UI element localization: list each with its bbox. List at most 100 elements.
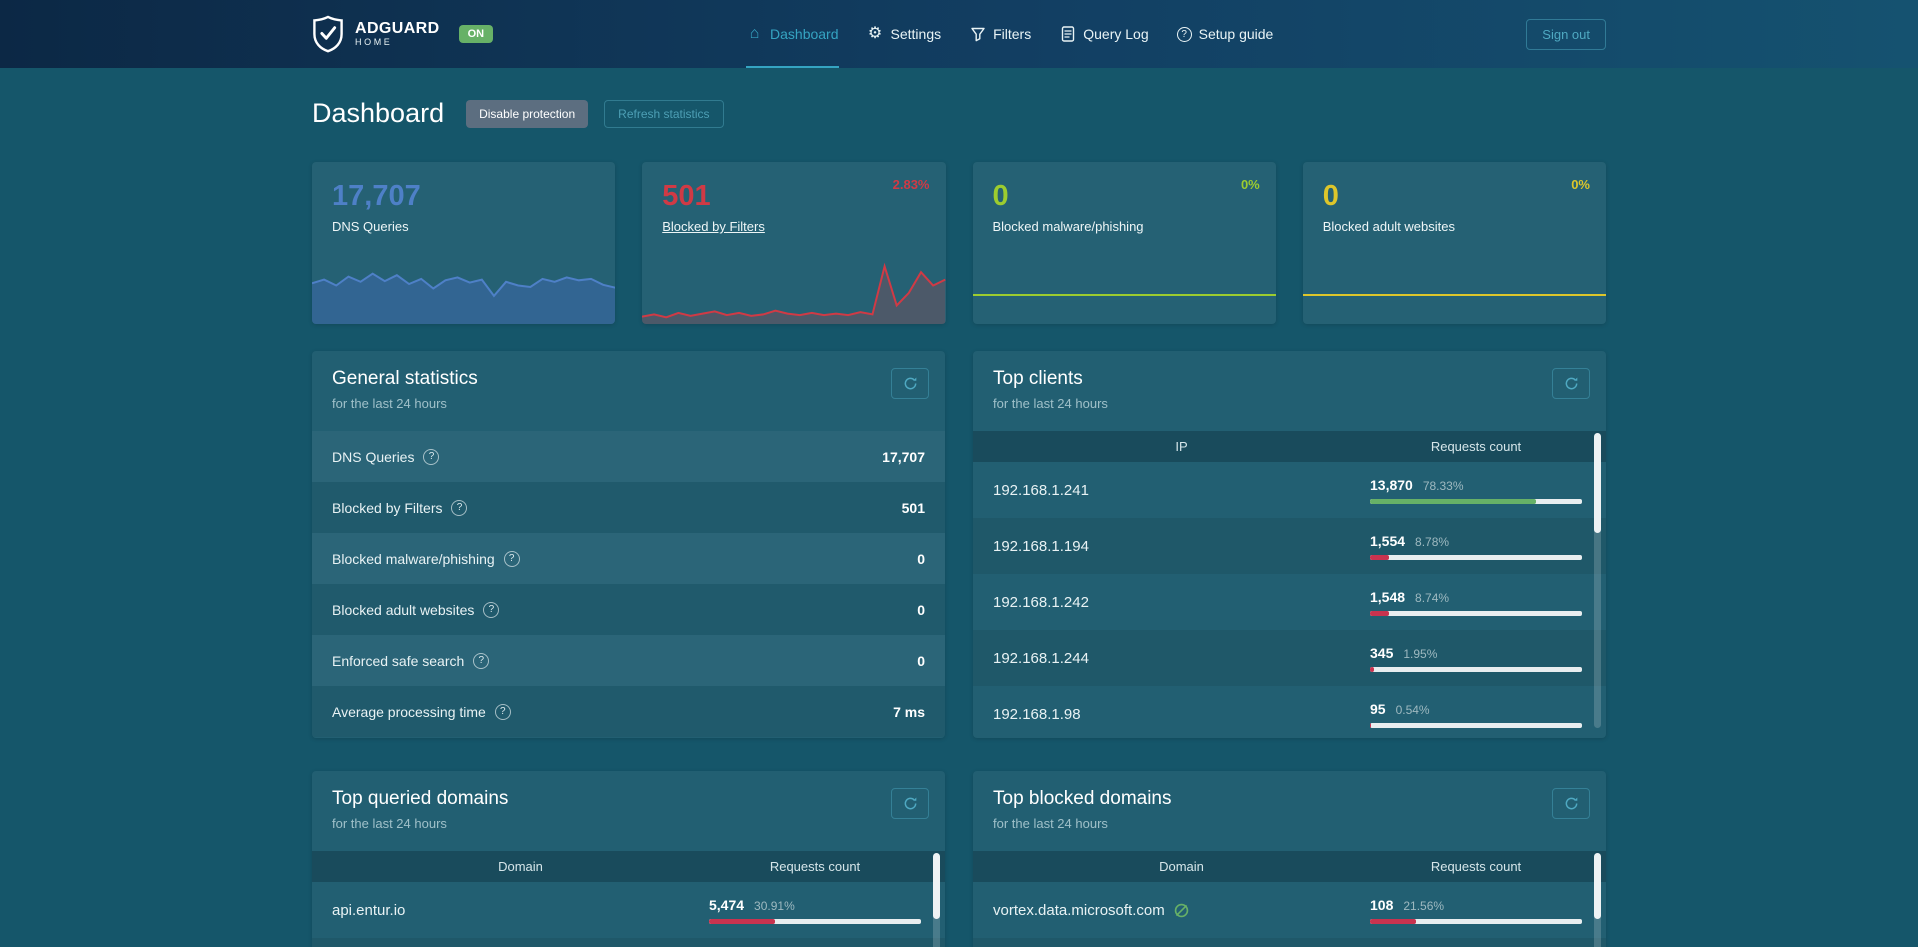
refresh-general-stats-button[interactable] xyxy=(891,368,929,399)
panel-title: Top clients xyxy=(993,368,1083,389)
row-value: 501 xyxy=(901,499,925,516)
scrollbar-thumb[interactable] xyxy=(933,853,940,919)
scrollbar[interactable] xyxy=(1594,853,1601,947)
request-percent: 8.74% xyxy=(1415,590,1450,605)
help-icon[interactable]: ? xyxy=(503,550,520,567)
general-statistics-panel: General statistics for the last 24 hours… xyxy=(312,351,945,738)
client-ip[interactable]: 192.168.1.194 xyxy=(993,537,1089,555)
progress-bar xyxy=(1370,554,1582,560)
progress-bar xyxy=(1370,918,1582,924)
scrollbar-thumb[interactable] xyxy=(1594,433,1601,533)
client-ip[interactable]: 192.168.1.98 xyxy=(993,705,1081,723)
top-queried-table-header: Domain Requests count xyxy=(312,851,945,882)
request-count: 345 xyxy=(1370,644,1394,661)
scrollbar[interactable] xyxy=(933,853,940,947)
dns-queries-card: 17,707 DNS Queries xyxy=(312,162,616,324)
request-percent: 30.91% xyxy=(754,898,795,913)
panel-title: General statistics xyxy=(332,368,478,389)
progress-bar xyxy=(1370,610,1582,616)
table-row xyxy=(312,938,945,947)
nav-label-query-log: Query Log xyxy=(1083,26,1149,42)
client-ip[interactable]: 192.168.1.241 xyxy=(993,481,1089,499)
stat-row-blocked-malware: Blocked malware/phishing? 0 xyxy=(312,533,945,584)
row-label: Enforced safe search xyxy=(332,652,465,669)
blocked-adult-value: 0 xyxy=(1322,180,1339,212)
blocked-adult-label: Blocked adult websites xyxy=(1322,219,1455,234)
top-navbar: ADGUARD HOME ON ⌂ Dashboard ⚙ Settings F… xyxy=(0,0,1918,68)
row-value: 7 ms xyxy=(893,703,925,720)
nav-item-setup-guide[interactable]: ? Setup guide xyxy=(1176,0,1274,68)
disable-protection-button[interactable]: Disable protection xyxy=(466,99,589,128)
adguard-home-logo[interactable]: ADGUARD HOME ON xyxy=(312,15,494,53)
request-percent: 8.78% xyxy=(1415,534,1450,549)
help-icon[interactable]: ? xyxy=(494,703,511,720)
top-blocked-domains-panel: Top blocked domains for the last 24 hour… xyxy=(973,771,1606,947)
tracker-blocked-icon[interactable] xyxy=(1173,902,1190,919)
nav-label-filters: Filters xyxy=(993,26,1032,42)
nav-item-dashboard[interactable]: ⌂ Dashboard xyxy=(746,0,839,68)
main-nav: ⌂ Dashboard ⚙ Settings Filters Query Log xyxy=(493,0,1526,68)
blocked-malware-card: 0% 0 Blocked malware/phishing xyxy=(972,162,1276,324)
request-count: 1,548 xyxy=(1370,588,1406,605)
dns-queries-value: 17,707 xyxy=(332,180,421,212)
refresh-top-queried-button[interactable] xyxy=(891,788,929,819)
blocked-adult-percent: 0% xyxy=(1571,177,1590,192)
nav-label-dashboard: Dashboard xyxy=(770,26,839,42)
blocked-filters-card: 2.83% 501 Blocked by Filters xyxy=(642,162,946,324)
stat-row-blocked-adult: Blocked adult websites? 0 xyxy=(312,584,945,635)
row-label: Blocked malware/phishing xyxy=(332,550,495,567)
refresh-top-clients-button[interactable] xyxy=(1552,368,1590,399)
domain-text: vortex.data.microsoft.com xyxy=(993,901,1165,919)
stat-row-processing-time: Average processing time? 7 ms xyxy=(312,686,945,737)
help-icon[interactable]: ? xyxy=(473,652,490,669)
top-clients-table-header: IP Requests count xyxy=(973,431,1606,462)
blocked-malware-percent: 0% xyxy=(1240,177,1260,192)
nav-item-settings[interactable]: ⚙ Settings xyxy=(867,0,941,68)
top-blocked-table-header: Domain Requests count xyxy=(973,851,1606,882)
refresh-statistics-button[interactable]: Refresh statistics xyxy=(604,99,724,128)
row-label: DNS Queries xyxy=(332,448,415,465)
table-row: 192.168.1.241 13,870 78.33% xyxy=(973,462,1606,518)
scrollbar-thumb[interactable] xyxy=(1594,853,1601,919)
panel-subtitle: for the last 24 hours xyxy=(332,396,447,411)
refresh-icon xyxy=(904,797,916,810)
nav-label-setup-guide: Setup guide xyxy=(1198,26,1274,42)
column-header-domain: Domain xyxy=(1159,859,1204,874)
top-clients-panel: Top clients for the last 24 hours IP Req… xyxy=(973,351,1606,738)
blocked-domain[interactable]: vortex.data.microsoft.com xyxy=(993,902,1370,919)
request-percent: 0.54% xyxy=(1395,702,1430,717)
queried-domain[interactable]: api.entur.io xyxy=(332,901,406,919)
sign-out-button[interactable]: Sign out xyxy=(1526,18,1606,50)
scrollbar[interactable] xyxy=(1594,433,1601,728)
progress-bar xyxy=(709,918,921,924)
row-label: Blocked by Filters xyxy=(332,499,443,516)
panel-subtitle: for the last 24 hours xyxy=(332,816,447,831)
document-log-icon xyxy=(1059,26,1076,42)
blocked-filters-sparkline xyxy=(642,262,946,324)
table-row: 192.168.1.244 345 1.95% xyxy=(973,630,1606,686)
request-percent: 1.95% xyxy=(1403,646,1438,661)
request-count: 13,870 xyxy=(1370,476,1413,493)
refresh-top-blocked-button[interactable] xyxy=(1552,788,1590,819)
stat-row-dns-queries: DNS Queries? 17,707 xyxy=(312,431,945,482)
row-value: 0 xyxy=(917,652,925,669)
refresh-icon xyxy=(1565,377,1577,390)
protection-status-badge: ON xyxy=(458,25,494,43)
progress-bar xyxy=(1370,722,1582,728)
column-header-requests: Requests count xyxy=(1430,859,1522,874)
blocked-filters-link[interactable]: Blocked by Filters xyxy=(662,219,765,234)
malware-baseline xyxy=(972,294,1276,296)
help-icon[interactable]: ? xyxy=(483,601,500,618)
client-ip[interactable]: 192.168.1.242 xyxy=(993,593,1089,611)
stat-cards-row: 17,707 DNS Queries 2.83% 501 Blocked by … xyxy=(312,162,1606,324)
help-icon[interactable]: ? xyxy=(451,499,468,516)
table-row xyxy=(973,938,1606,947)
help-circle-icon: ? xyxy=(1176,26,1192,42)
refresh-icon xyxy=(904,377,916,390)
request-count: 108 xyxy=(1370,896,1394,913)
client-ip[interactable]: 192.168.1.244 xyxy=(993,649,1089,667)
nav-item-query-log[interactable]: Query Log xyxy=(1059,0,1149,68)
help-icon[interactable]: ? xyxy=(423,448,440,465)
nav-item-filters[interactable]: Filters xyxy=(969,0,1031,68)
table-row: 192.168.1.98 95 0.54% xyxy=(973,686,1606,738)
